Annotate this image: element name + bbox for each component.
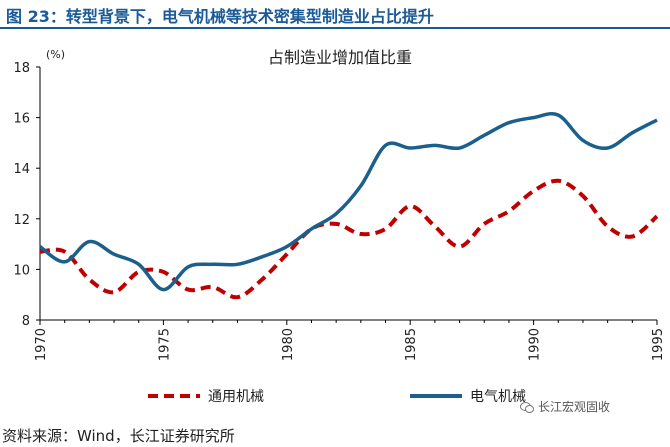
wechat-icon (520, 401, 534, 413)
series-line-general-machinery (39, 178, 659, 300)
x-tick-label: 1990 (528, 328, 543, 361)
x-tick-label: 1975 (157, 328, 172, 361)
x-tick-label: 1970 (34, 328, 49, 361)
source-note: 资料来源：Wind，长江证券研究所 (2, 427, 235, 445)
y-tick-label: 10 (13, 263, 30, 278)
title-divider (0, 27, 670, 29)
axes-group: 8 10 12 14 16 18 1970 1975 1980 1985 1990 1995 (13, 61, 666, 361)
y-tick-label: 14 (13, 162, 30, 177)
series-line-electrical-machinery (38, 111, 658, 292)
y-tick-label: 12 (13, 213, 30, 228)
y-tick-label: 8 (22, 314, 30, 329)
series-group (38, 111, 659, 300)
figure-title: 图 23：转型背景下，电气机械等技术密集型制造业占比提升 (6, 7, 434, 26)
legend-label: 电气机械 (470, 389, 526, 405)
watermark-text: 长江宏观固收 (538, 400, 611, 414)
chart-title: 占制造业增加值比重 (268, 48, 412, 67)
x-tick-label: 1985 (404, 328, 419, 361)
watermark: 长江宏观固收 (520, 398, 610, 415)
legend: 通用机械 电气机械 (148, 389, 526, 405)
x-tick-label: 1995 (651, 328, 666, 361)
y-tick-label: 18 (13, 61, 30, 76)
legend-label: 通用机械 (208, 389, 264, 405)
y-axis-unit-label: (%) (46, 48, 65, 61)
x-tick-label: 1980 (281, 328, 296, 361)
y-tick-label: 16 (13, 112, 30, 127)
